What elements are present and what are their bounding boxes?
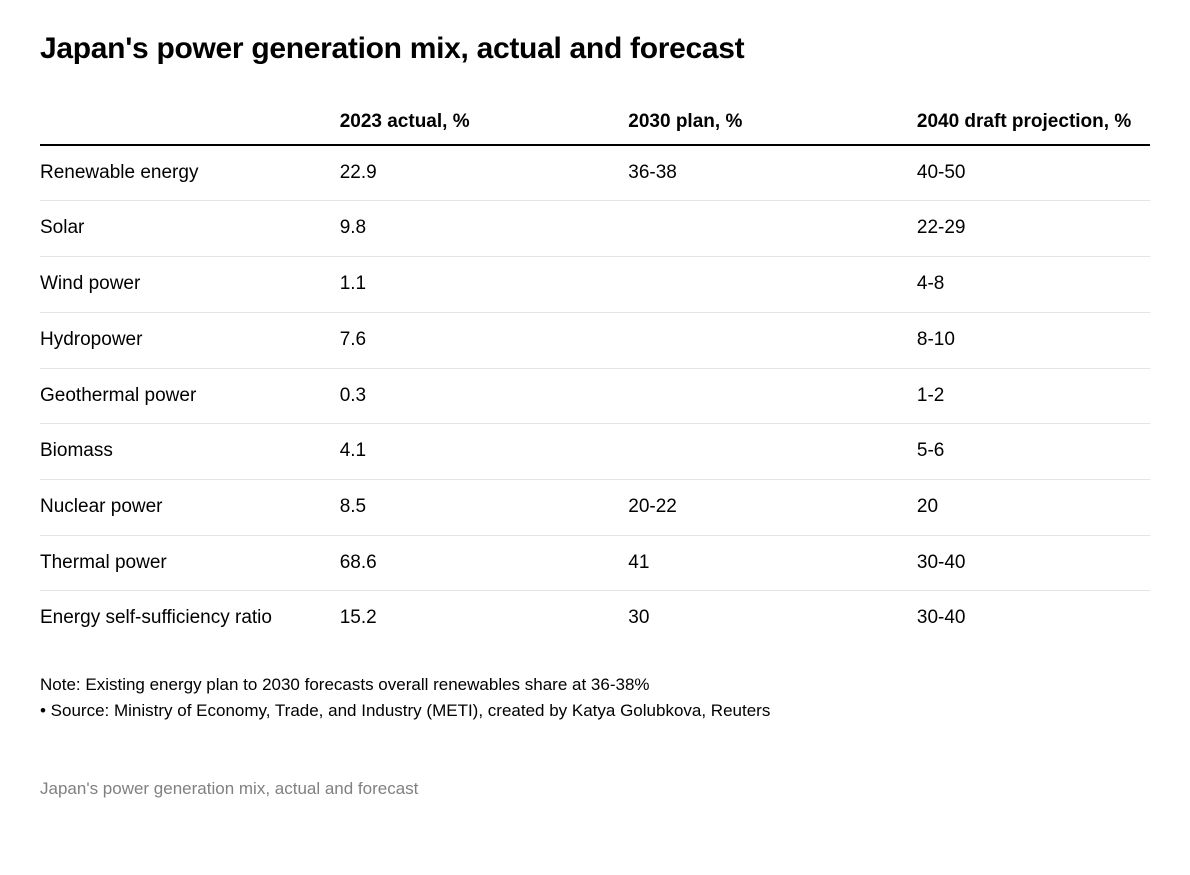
cell-2030: 41 (628, 535, 917, 591)
cell-2023: 22.9 (340, 145, 629, 201)
cell-2030: 36-38 (628, 145, 917, 201)
cell-2040: 22-29 (917, 201, 1150, 257)
row-label: Energy self-sufficiency ratio (40, 591, 340, 646)
row-label: Thermal power (40, 535, 340, 591)
table-row: Geothermal power 0.3 1-2 (40, 368, 1150, 424)
row-label: Hydropower (40, 312, 340, 368)
row-label: Geothermal power (40, 368, 340, 424)
row-label: Solar (40, 201, 340, 257)
row-label: Renewable energy (40, 145, 340, 201)
cell-2040: 20 (917, 479, 1150, 535)
cell-2023: 15.2 (340, 591, 629, 646)
cell-2040: 30-40 (917, 591, 1150, 646)
source-text: • Source: Ministry of Economy, Trade, an… (40, 698, 1150, 724)
row-label: Biomass (40, 424, 340, 480)
cell-2040: 4-8 (917, 257, 1150, 313)
table-row: Energy self-sufficiency ratio 15.2 30 30… (40, 591, 1150, 646)
table-row: Solar 9.8 22-29 (40, 201, 1150, 257)
cell-2040: 5-6 (917, 424, 1150, 480)
table-row: Biomass 4.1 5-6 (40, 424, 1150, 480)
power-mix-table: 2023 actual, % 2030 plan, % 2040 draft p… (40, 110, 1150, 646)
cell-2040: 30-40 (917, 535, 1150, 591)
row-label: Nuclear power (40, 479, 340, 535)
cell-2030 (628, 312, 917, 368)
col-header-2040-projection: 2040 draft projection, % (917, 110, 1150, 145)
page: Japan's power generation mix, actual and… (0, 0, 1190, 839)
cell-2030: 20-22 (628, 479, 917, 535)
cell-2030 (628, 201, 917, 257)
cell-2023: 7.6 (340, 312, 629, 368)
table-row: Nuclear power 8.5 20-22 20 (40, 479, 1150, 535)
cell-2040: 8-10 (917, 312, 1150, 368)
cell-2023: 8.5 (340, 479, 629, 535)
cell-2040: 40-50 (917, 145, 1150, 201)
cell-2030 (628, 424, 917, 480)
table-header-row: 2023 actual, % 2030 plan, % 2040 draft p… (40, 110, 1150, 145)
table-row: Hydropower 7.6 8-10 (40, 312, 1150, 368)
table-row: Thermal power 68.6 41 30-40 (40, 535, 1150, 591)
cell-2030 (628, 368, 917, 424)
cell-2030: 30 (628, 591, 917, 646)
cell-2023: 68.6 (340, 535, 629, 591)
table-row: Wind power 1.1 4-8 (40, 257, 1150, 313)
table-row: Renewable energy 22.9 36-38 40-50 (40, 145, 1150, 201)
note-text: Note: Existing energy plan to 2030 forec… (40, 672, 1150, 698)
row-label: Wind power (40, 257, 340, 313)
cell-2023: 1.1 (340, 257, 629, 313)
cell-2023: 4.1 (340, 424, 629, 480)
col-header-2023-actual: 2023 actual, % (340, 110, 629, 145)
col-header-empty (40, 110, 340, 145)
figure-caption: Japan's power generation mix, actual and… (40, 779, 1150, 799)
cell-2030 (628, 257, 917, 313)
chart-title: Japan's power generation mix, actual and… (40, 32, 1150, 66)
footnotes: Note: Existing energy plan to 2030 forec… (40, 672, 1150, 725)
cell-2023: 9.8 (340, 201, 629, 257)
cell-2040: 1-2 (917, 368, 1150, 424)
cell-2023: 0.3 (340, 368, 629, 424)
col-header-2030-plan: 2030 plan, % (628, 110, 917, 145)
